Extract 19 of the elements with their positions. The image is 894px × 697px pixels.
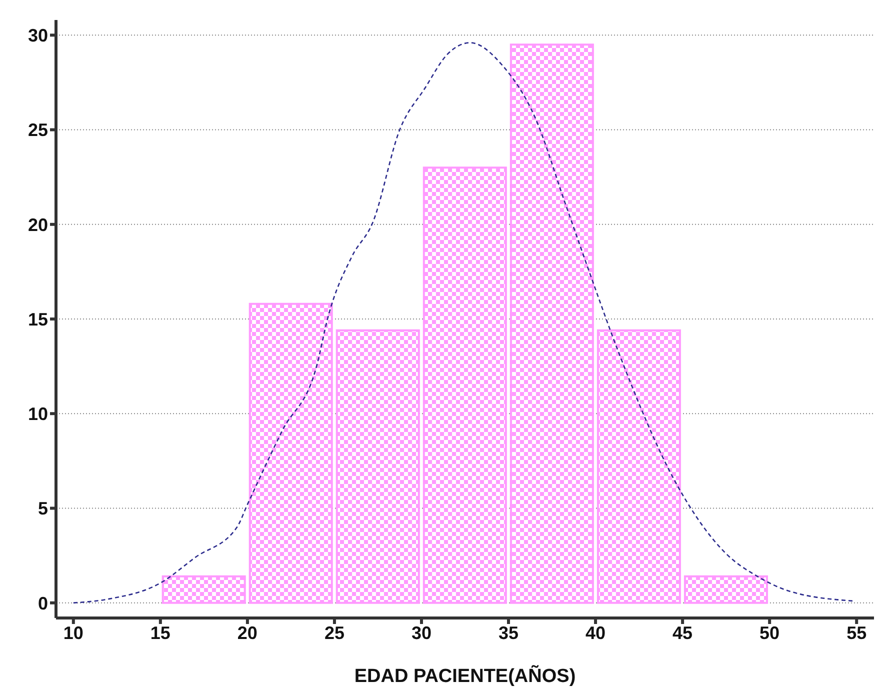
x-tick-label: 30 (411, 622, 432, 643)
y-tick-label: 10 (28, 404, 48, 424)
y-tick-label: 15 (28, 309, 48, 330)
y-tick-label: 25 (28, 120, 48, 140)
x-tick-label: 40 (586, 622, 606, 643)
x-tick-label: 55 (846, 622, 867, 643)
y-tick-label: 30 (28, 26, 48, 46)
x-tick-label: 10 (63, 622, 84, 643)
y-tick-label: 5 (38, 498, 48, 519)
y-tick-label: 0 (38, 593, 48, 614)
line-series (72, 42, 854, 604)
x-tick-label: 35 (498, 622, 519, 643)
x-tick-label: 50 (760, 622, 780, 643)
y-tick-label: 20 (28, 214, 48, 235)
x-axis-title: EDAD PACIENTE(AÑOS) (354, 665, 576, 687)
x-tick-label: 20 (237, 622, 258, 643)
x-tick-label: 25 (324, 622, 344, 643)
x-tick-label: 15 (150, 622, 170, 643)
x-tick-label: 45 (672, 622, 693, 643)
